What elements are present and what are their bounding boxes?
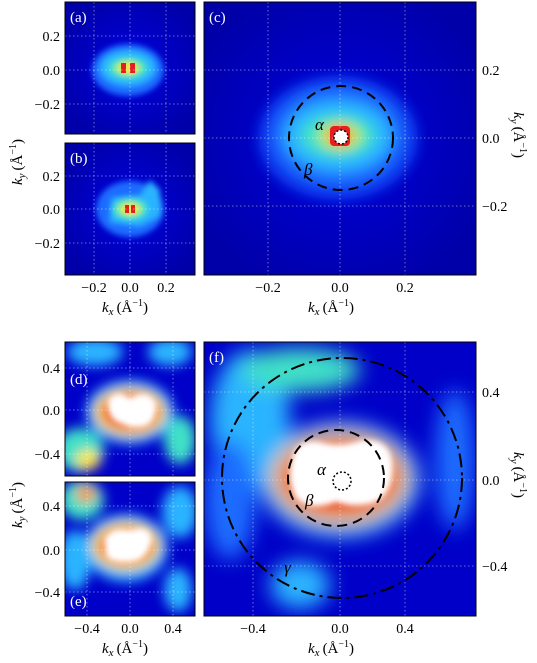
panel-f-y-ticks: 0.4 0.0 −0.4 [482, 386, 507, 575]
gamma-contour [221, 357, 463, 599]
panel-b-label: (b) [70, 151, 88, 167]
y-tick-label: −0.2 [35, 237, 60, 252]
panel-c-kx-axis-label: kx (Å−1) [308, 298, 354, 318]
panel-d-label: (d) [70, 372, 88, 388]
y-tick-label: 0.2 [482, 64, 500, 79]
panel-e-gridlines [65, 482, 195, 616]
x-tick-label: 0.0 [121, 622, 139, 637]
panel-a-gridlines [65, 2, 195, 134]
beta-contour [288, 85, 394, 191]
x-tick-label: −0.4 [240, 622, 265, 637]
alpha-contour [333, 129, 349, 145]
alpha-label: α [315, 115, 325, 134]
bottom-left-kx-axis-label: kx (Å−1) [102, 639, 148, 659]
panel-e: (e) 0.4 0.0 −0.4 −0.4 0.0 0.4 [35, 481, 196, 637]
gamma-label: γ [284, 558, 292, 577]
top-left-kx-axis-label: kx (Å−1) [102, 298, 148, 318]
x-tick-label: 0.4 [164, 622, 182, 637]
panel-f-ky-axis-label: ky(Å−1) [508, 452, 528, 498]
panel-b-gridlines [65, 143, 195, 275]
panel-d-y-ticks: 0.4 0.0 −0.4 [35, 362, 60, 463]
y-tick-label: 0.2 [43, 170, 61, 185]
panel-b-x-ticks: −0.2 0.0 0.2 [81, 281, 174, 296]
y-tick-label: 0.0 [43, 64, 61, 79]
panel-e-y-ticks: 0.4 0.0 −0.4 [35, 500, 60, 601]
panel-a-y-ticks: 0.2 0.0 −0.2 [35, 30, 60, 113]
y-tick-label: 0.4 [43, 362, 61, 377]
y-tick-label: 0.0 [43, 544, 61, 559]
panel-c-x-ticks: −0.2 0.0 0.2 [255, 281, 413, 296]
alpha-label: α [317, 460, 327, 479]
panel-f-gridlines [204, 342, 476, 616]
panel-b-y-ticks: 0.2 0.0 −0.2 [35, 170, 60, 252]
y-tick-label: −0.4 [35, 586, 60, 601]
alpha-contour [332, 471, 352, 491]
panel-a-label: (a) [70, 10, 87, 26]
panel-d-gridlines [65, 342, 195, 476]
y-tick-label: 0.0 [43, 404, 61, 419]
y-tick-label: −0.4 [35, 448, 60, 463]
x-tick-label: 0.4 [396, 622, 414, 637]
panel-d: (d) 0.4 0.0 −0.4 [35, 341, 196, 477]
y-tick-label: 0.0 [482, 474, 500, 489]
panel-f-label: (f) [209, 350, 224, 366]
y-tick-label: 0.0 [482, 132, 500, 147]
x-tick-label: −0.4 [74, 622, 99, 637]
x-tick-label: −0.2 [81, 281, 106, 296]
panel-f-kx-axis-label: kx (Å−1) [308, 639, 354, 659]
x-tick-label: 0.0 [121, 281, 139, 296]
panel-c-y-ticks: 0.2 0.0 −0.2 [482, 64, 507, 215]
y-tick-label: −0.2 [35, 98, 60, 113]
top-left-ky-axis-label: ky(Å−1) [8, 139, 28, 185]
panel-c-ky-axis-label: ky(Å−1) [508, 112, 528, 158]
y-tick-label: −0.2 [482, 200, 507, 215]
x-tick-label: 0.2 [157, 281, 175, 296]
panel-a: (a) 0.2 0.0 −0.2 [35, 1, 196, 135]
y-tick-label: 0.4 [482, 386, 500, 401]
panel-e-label: (e) [70, 594, 87, 610]
x-tick-label: −0.2 [255, 281, 280, 296]
panel-c: α β (c) 0.2 0.0 −0.2 −0.2 0.0 0.2 kx (Å−1… [203, 1, 528, 318]
bottom-left-ky-axis-label: ky(Å−1) [8, 482, 28, 528]
x-tick-label: 0.0 [331, 281, 349, 296]
panel-c-label: (c) [209, 10, 226, 26]
y-tick-label: 0.2 [43, 30, 61, 45]
y-tick-label: −0.4 [482, 560, 507, 575]
beta-contour [287, 429, 385, 527]
y-tick-label: 0.0 [43, 203, 61, 218]
y-tick-label: 0.4 [43, 500, 61, 515]
beta-label: β [303, 160, 313, 179]
panel-f: α β γ (f) 0.4 0.0 −0.4 −0.4 0.0 0.4 kx (Å… [203, 341, 528, 659]
panel-f-x-ticks: −0.4 0.0 0.4 [240, 622, 413, 637]
panel-e-x-ticks: −0.4 0.0 0.4 [74, 622, 181, 637]
x-tick-label: 0.0 [331, 622, 349, 637]
beta-label: β [304, 491, 314, 510]
x-tick-label: 0.2 [396, 281, 414, 296]
panel-b: (b) 0.2 0.0 −0.2 −0.2 0.0 0.2 [35, 142, 196, 296]
